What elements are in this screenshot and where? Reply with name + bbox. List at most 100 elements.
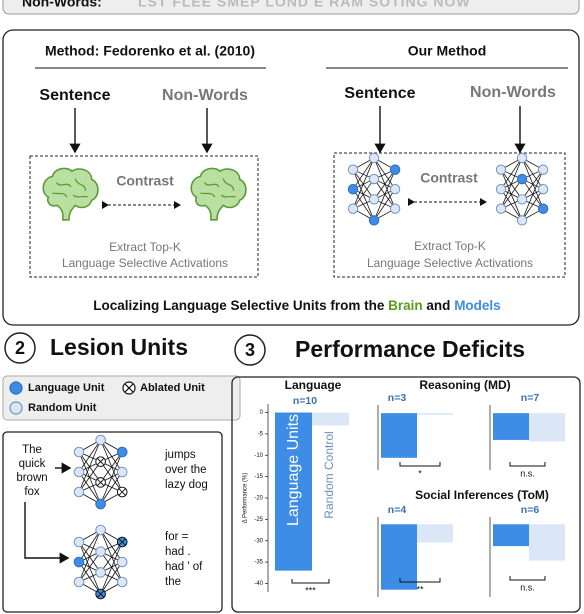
group-title: Reasoning (MD)	[419, 378, 510, 392]
group-title: Language	[285, 378, 342, 392]
network	[73, 434, 128, 510]
nonwords-label: Non-Words	[470, 84, 556, 101]
n-label: n=7	[521, 392, 540, 404]
network	[495, 152, 549, 226]
legend-swatch	[122, 381, 136, 395]
extract-text: Extract Top-K	[414, 239, 486, 253]
bar	[529, 413, 565, 442]
extract-text: Language Selective Activations	[367, 256, 533, 270]
y-tick-label: -25	[254, 517, 263, 523]
header: Non-Words: LST FLEE SMEP LOND E RAM SOTI…	[2, 0, 580, 15]
legend-label: Ablated Unit	[140, 382, 205, 394]
significance-bracket	[291, 579, 330, 584]
bar	[493, 413, 529, 440]
n-label: n=4	[388, 504, 407, 516]
dashed-box	[333, 152, 566, 278]
bar-label: Language Units	[285, 414, 302, 526]
significance-bracket	[509, 576, 546, 581]
header-box	[2, 0, 580, 15]
n-label: n=6	[521, 504, 540, 516]
y-tick-label: -35	[254, 560, 263, 566]
input-word: quick	[19, 458, 46, 470]
y-tick-label: 0	[260, 410, 264, 416]
legend-box	[2, 375, 241, 421]
output-word: had .	[165, 546, 191, 558]
y-tick-label: -40	[254, 581, 263, 587]
output-word: had ' of	[165, 561, 203, 573]
bar	[529, 524, 565, 561]
caption-brain: Brain	[388, 298, 423, 313]
panel-2: 2 Lesion Units Language Unit Ablated Uni…	[2, 332, 241, 613]
network	[347, 152, 401, 226]
y-tick-label: -15	[254, 474, 263, 480]
legend-swatch	[9, 401, 23, 415]
significance-label: *	[418, 468, 422, 478]
caption: Localizing Language Selective Units from…	[93, 298, 500, 313]
panel-title: Performance Deficits	[295, 336, 525, 362]
n-label: n=3	[388, 392, 407, 404]
bar	[417, 413, 453, 415]
input-word: The	[22, 444, 42, 456]
caption-models: Models	[454, 298, 501, 313]
output-word: the	[165, 576, 181, 588]
bar	[381, 524, 417, 590]
example-box	[2, 431, 223, 613]
panel-1: Method: Fedorenko et al. (2010) Our Meth…	[2, 29, 580, 326]
panel-box	[2, 29, 580, 326]
sentence-label: Sentence	[39, 87, 110, 104]
n-label: n=10	[293, 395, 317, 407]
significance-label: n.s.	[520, 468, 535, 478]
chart-box	[231, 376, 581, 613]
y-tick-label: -20	[254, 496, 263, 502]
panel-3: 3 Performance Deficits Language Reasonin…	[231, 334, 581, 613]
y-axis-label: Δ Performance (%)	[243, 473, 249, 524]
significance-label: **	[416, 584, 424, 594]
header-label: Non-Words:	[22, 0, 102, 10]
input-word: brown	[16, 472, 47, 484]
bar	[493, 524, 529, 547]
output-word: lazy dog	[165, 479, 208, 491]
number-badge	[4, 332, 36, 364]
method-title: Our Method	[408, 43, 487, 59]
bar	[381, 413, 417, 458]
panel-number: 3	[245, 340, 255, 360]
y-tick-label: -5	[258, 431, 264, 437]
contrast-label: Contrast	[420, 170, 478, 186]
network	[73, 524, 128, 600]
output-word: over the	[165, 464, 207, 476]
extract-text: Language Selective Activations	[62, 256, 228, 270]
y-tick-label: -10	[254, 453, 263, 459]
output-word: for =	[165, 531, 189, 543]
output-word: jumps	[164, 449, 196, 461]
panel-title: Lesion Units	[50, 334, 188, 360]
arrow	[24, 502, 70, 564]
caption-text: Localizing Language Selective Units from…	[93, 298, 385, 313]
legend-label: Language Unit	[28, 382, 105, 394]
number-badge	[234, 334, 266, 366]
significance-label: ***	[305, 585, 316, 595]
caption-text: and	[426, 298, 450, 313]
contrast-label: Contrast	[116, 173, 174, 189]
group-title: Social Inferences (ToM)	[415, 488, 549, 502]
bar	[275, 412, 312, 571]
input-word: fox	[24, 486, 40, 498]
bar	[312, 412, 349, 426]
nonwords-label: Non-Words	[162, 87, 248, 104]
brain-icon	[42, 167, 99, 221]
significance-label: n.s.	[520, 582, 535, 592]
panel-number: 2	[15, 338, 25, 358]
legend-swatch	[9, 381, 23, 395]
bar-label: Random Control	[322, 431, 336, 518]
sentence-label: Sentence	[344, 85, 415, 102]
method-title: Method: Fedorenko et al. (2010)	[45, 43, 255, 59]
bar	[417, 524, 453, 543]
dashed-box	[29, 155, 259, 278]
significance-bracket	[509, 462, 546, 467]
header-text: LST FLEE SMEP LOND E RAM SOTING NOW	[138, 0, 471, 10]
brain-icon	[190, 167, 247, 221]
y-tick-label: -30	[254, 538, 263, 544]
significance-bracket	[399, 578, 441, 583]
legend-label: Random Unit	[28, 402, 97, 414]
significance-bracket	[399, 462, 441, 467]
